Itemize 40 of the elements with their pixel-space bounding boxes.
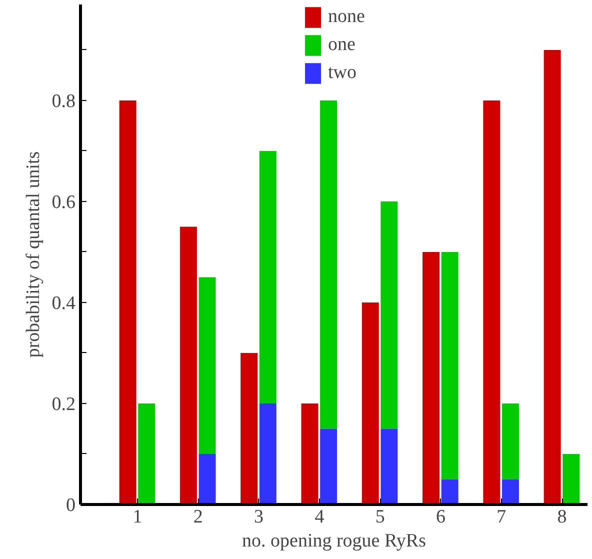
bar <box>198 277 216 454</box>
legend-label: two <box>328 61 357 85</box>
bar <box>320 428 338 504</box>
y-tick-label: 0 <box>66 495 76 516</box>
legend-label: one <box>328 33 356 57</box>
x-axis-title: no. opening rogue RyRs <box>242 530 426 552</box>
bar <box>180 226 197 504</box>
y-tick-label: 0.8 <box>52 90 76 112</box>
legend-label: none <box>328 5 365 29</box>
bar <box>502 479 519 504</box>
y-tick-label: 0.2 <box>52 394 76 415</box>
y-tick-label: 0.4 <box>52 292 76 314</box>
bar <box>259 150 276 404</box>
bar <box>422 252 440 504</box>
x-tick-label: 6 <box>436 506 446 528</box>
bar <box>138 403 156 504</box>
bar <box>380 428 398 504</box>
bar <box>301 403 318 504</box>
bar <box>259 403 276 504</box>
y-axis-title: probability of quantal units <box>22 151 44 358</box>
bar <box>544 50 561 504</box>
bar <box>441 479 458 504</box>
bar <box>320 100 338 429</box>
bar <box>502 403 519 480</box>
x-tick-label: 4 <box>314 506 325 528</box>
bar <box>362 302 379 504</box>
bar <box>198 454 216 504</box>
bar <box>441 252 458 480</box>
bar <box>119 100 136 504</box>
x-tick-label: 2 <box>193 506 203 528</box>
x-tick-label: 3 <box>254 506 264 528</box>
bar <box>483 100 500 504</box>
bar <box>240 352 258 504</box>
bar <box>380 201 398 429</box>
x-tick-label: 1 <box>132 506 142 528</box>
y-tick-label: 0.6 <box>52 192 76 213</box>
x-tick-label: 5 <box>375 506 385 528</box>
x-tick-label: 7 <box>496 506 506 528</box>
x-tick-label: 8 <box>557 506 567 528</box>
bar <box>562 454 580 504</box>
